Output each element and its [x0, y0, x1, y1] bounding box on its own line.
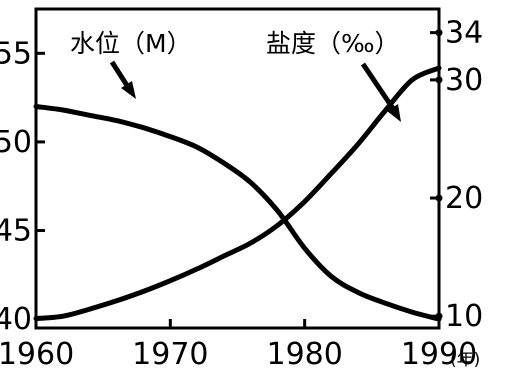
x-tick-label: 1980	[266, 337, 342, 369]
x-tick-label: 1960	[0, 337, 74, 369]
series-lines	[33, 65, 442, 322]
right-tick-dot	[435, 29, 443, 37]
left-tick-label: 45	[0, 214, 32, 249]
x-axis-unit: (年)	[450, 350, 480, 369]
right-tick-label: 34	[445, 16, 483, 51]
left-tick-label: 55	[0, 36, 32, 71]
water-level-series-label: 水位（M）	[70, 29, 192, 58]
x-tick-label: 1970	[132, 337, 208, 369]
left-axis-ticks: 40 45 50 55	[0, 36, 45, 337]
x-axis-ticks: 1960 1970 1980 1990	[0, 319, 477, 369]
water-level-line	[33, 104, 442, 322]
right-tick-dot	[435, 194, 443, 202]
salinity-series-label: 盐度（‰）	[266, 29, 400, 58]
right-axis-ticks: 10 20 30 34	[430, 16, 483, 334]
salinity-line	[33, 65, 442, 321]
salinity-arrowhead	[387, 104, 401, 122]
water-level-label-arrow	[109, 60, 131, 89]
x-tick-label: 1990	[401, 337, 477, 369]
right-tick-label: 10	[445, 299, 483, 334]
plot-frame	[34, 7, 441, 330]
right-tick-dot	[435, 76, 443, 84]
water-level-arrowhead	[121, 81, 136, 99]
right-tick-label: 20	[445, 181, 483, 216]
right-tick-label: 30	[445, 63, 483, 98]
salinity-label-arrow	[360, 62, 397, 112]
left-tick-label: 40	[0, 302, 32, 337]
left-tick-label: 50	[0, 125, 32, 160]
